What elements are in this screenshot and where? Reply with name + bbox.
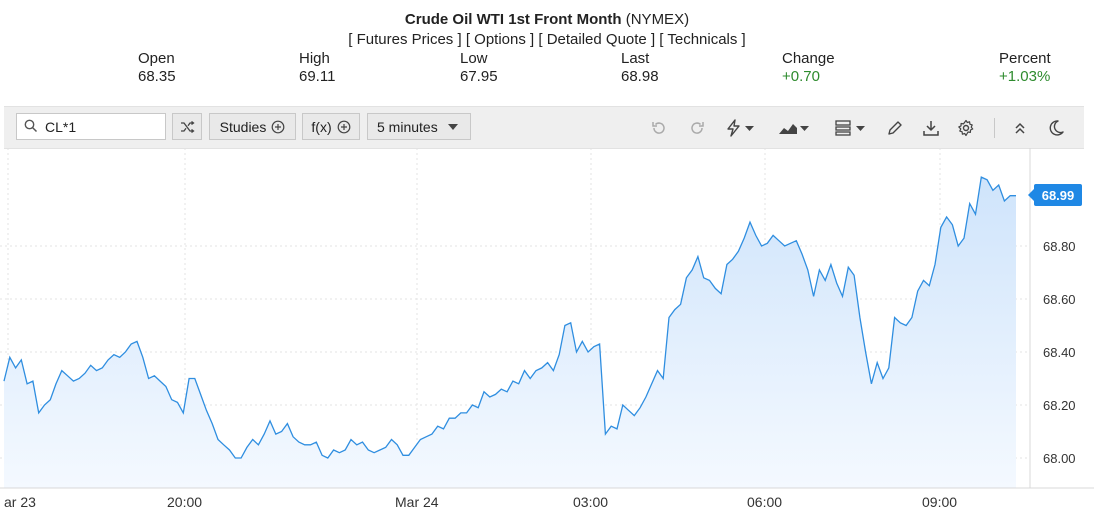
draw-button[interactable] (884, 117, 906, 139)
price-area (4, 177, 1016, 488)
y-tick-label: 68.00 (1043, 451, 1076, 466)
collapse-button[interactable] (1009, 117, 1031, 139)
instrument-name: Crude Oil WTI 1st Front Month (404, 11, 622, 28)
chart-toolbar: CL*1 Studies f(x) 5 minutes (4, 106, 1084, 149)
stat-last: Last 68.98 (621, 50, 659, 86)
stat-percent-label: Percent (999, 50, 1051, 67)
y-tick-label: 68.60 (1043, 292, 1076, 307)
y-tick-label: 68.20 (1043, 398, 1076, 413)
plus-circle-icon (271, 120, 285, 133)
shuffle-icon (181, 120, 195, 133)
price-chart[interactable]: 68.00 68.20 68.40 68.60 68.80 ar 23 20:00 Mar … (0, 148, 1094, 513)
stat-last-label: Last (621, 50, 650, 67)
symbol-input[interactable]: CL*1 (45, 119, 77, 135)
layout-icon (835, 120, 865, 136)
symbol-search[interactable]: CL*1 (16, 113, 166, 140)
caret-down-icon (447, 123, 458, 130)
stat-open-value: 68.35 (138, 68, 176, 85)
detailed-quote-link[interactable]: [ Detailed Quote ] (538, 31, 656, 48)
function-label: f(x) (311, 118, 332, 135)
studies-label: Studies (219, 118, 267, 135)
stat-percent: Percent +1.03% (999, 50, 1051, 86)
theme-button[interactable] (1045, 117, 1067, 139)
x-tick-label: 06:00 (747, 494, 782, 510)
stat-low-value: 67.95 (460, 68, 498, 85)
stat-low: Low 67.95 (460, 50, 498, 86)
stat-percent-value: +1.03% (999, 68, 1051, 85)
double-chevron-up-icon (1015, 122, 1025, 134)
options-link[interactable]: [ Options ] (465, 31, 535, 48)
technicals-link[interactable]: [ Technicals ] (659, 31, 746, 48)
toolbar-divider (994, 118, 995, 138)
studies-button[interactable]: Studies (209, 113, 296, 140)
stat-open-label: Open (138, 50, 175, 67)
download-button[interactable] (920, 117, 942, 139)
settings-button[interactable] (955, 117, 977, 139)
moon-icon (1049, 120, 1064, 136)
redo-button[interactable] (686, 117, 708, 139)
interval-select[interactable]: 5 minutes (367, 113, 471, 140)
chart-type-menu[interactable] (776, 117, 812, 139)
x-tick-label: 09:00 (922, 494, 957, 510)
search-icon (24, 119, 38, 133)
stat-change: Change +0.70 (782, 50, 835, 86)
futures-prices-link[interactable]: [ Futures Prices ] (348, 31, 462, 48)
stat-change-label: Change (782, 50, 835, 67)
stat-last-value: 68.98 (621, 68, 659, 85)
plus-circle-icon (337, 120, 351, 133)
exchange-name: (NYMEX) (625, 11, 690, 28)
download-icon (923, 121, 939, 136)
last-price-tag: 68.99 (1028, 184, 1082, 206)
compare-button[interactable] (172, 113, 202, 140)
y-tick-label: 68.80 (1043, 239, 1076, 254)
events-menu[interactable] (722, 117, 758, 139)
y-tick-label: 68.40 (1043, 345, 1076, 360)
x-tick-label: Mar 24 (395, 494, 439, 510)
stat-high-value: 69.11 (299, 68, 336, 85)
gear-icon (958, 119, 974, 137)
price-line (3, 176, 1016, 459)
quote-links: [ Futures Prices ] [ Options ] [ Detaile… (0, 31, 1094, 48)
function-button[interactable]: f(x) (302, 113, 360, 140)
stat-high: High 69.11 (299, 50, 335, 86)
pencil-icon (888, 121, 902, 135)
area-chart-icon (779, 124, 809, 134)
stat-high-label: High (299, 50, 330, 67)
stat-low-label: Low (460, 50, 488, 67)
lightning-icon (727, 119, 754, 137)
x-axis-labels: ar 23 20:00 Mar 24 03:00 06:00 09:00 (4, 494, 957, 510)
y-axis-labels: 68.00 68.20 68.40 68.60 68.80 (1043, 239, 1076, 466)
x-tick-label: 03:00 (573, 494, 608, 510)
undo-button[interactable] (648, 117, 670, 139)
redo-icon (691, 122, 704, 134)
x-tick-label: 20:00 (167, 494, 202, 510)
interval-label: 5 minutes (377, 118, 438, 135)
quote-title: Crude Oil WTI 1st Front Month (NYMEX) (0, 11, 1094, 28)
x-tick-label: ar 23 (4, 494, 36, 510)
display-menu[interactable] (832, 117, 868, 139)
stat-open: Open 68.35 (138, 50, 176, 86)
stat-change-value: +0.70 (782, 68, 820, 85)
undo-icon (652, 122, 665, 134)
